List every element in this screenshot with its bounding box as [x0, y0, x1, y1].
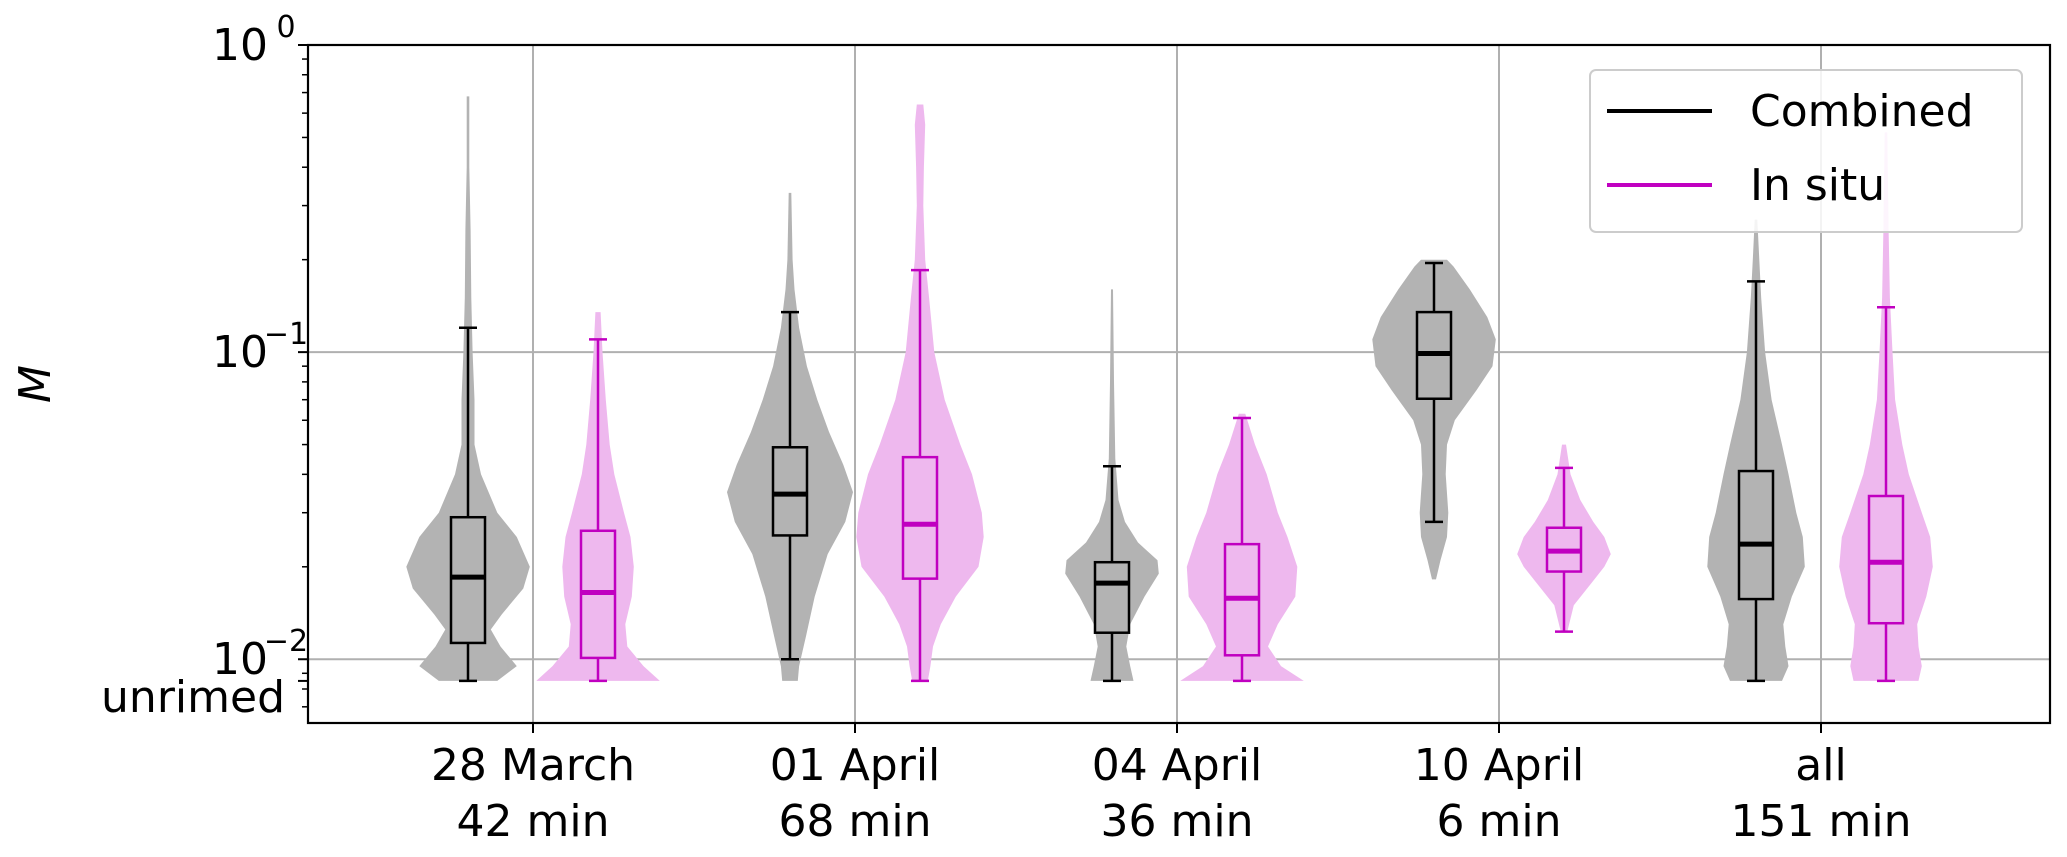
- x-tick-label: all: [1795, 740, 1846, 791]
- y-tick-exponent: −1: [264, 317, 308, 352]
- x-tick-label: 04 April: [1092, 740, 1263, 791]
- x-tick-label-duration: 6 min: [1437, 796, 1562, 847]
- x-tick-label-duration: 42 min: [457, 796, 610, 847]
- legend-label: In situ: [1750, 160, 1885, 211]
- violin-1-3: [1517, 444, 1611, 632]
- legend: Combined In situ: [1589, 69, 2023, 233]
- plot-frame: [306, 43, 2052, 725]
- x-tick-label-duration: 151 min: [1731, 796, 1912, 847]
- box-iqr: [901, 455, 939, 580]
- boxplots: [449, 261, 1905, 683]
- box-iqr: [449, 515, 487, 645]
- y-tick-label: 10: [212, 634, 268, 685]
- y-axis-label: M: [10, 365, 61, 403]
- y-tick-exponent: 0: [276, 10, 295, 45]
- box-iqr: [771, 446, 809, 537]
- box-iqr: [1737, 469, 1775, 601]
- y-tick-label-unrimed: unrimed: [101, 672, 285, 723]
- y-tick-label: 10: [212, 20, 268, 71]
- box-iqr: [1867, 494, 1905, 625]
- legend-label: Combined: [1750, 86, 1974, 137]
- violin-1-2: [1180, 413, 1304, 681]
- box-iqr: [1093, 560, 1131, 634]
- x-tick-label-duration: 68 min: [779, 796, 932, 847]
- x-tick-label: 10 April: [1414, 740, 1585, 791]
- x-tick-label: 01 April: [770, 740, 941, 791]
- y-tick-exponent: −2: [264, 624, 308, 659]
- x-tick-label-duration: 36 min: [1101, 796, 1254, 847]
- y-tick-label: 10: [212, 327, 268, 378]
- x-tick-label: 28 March: [431, 740, 635, 791]
